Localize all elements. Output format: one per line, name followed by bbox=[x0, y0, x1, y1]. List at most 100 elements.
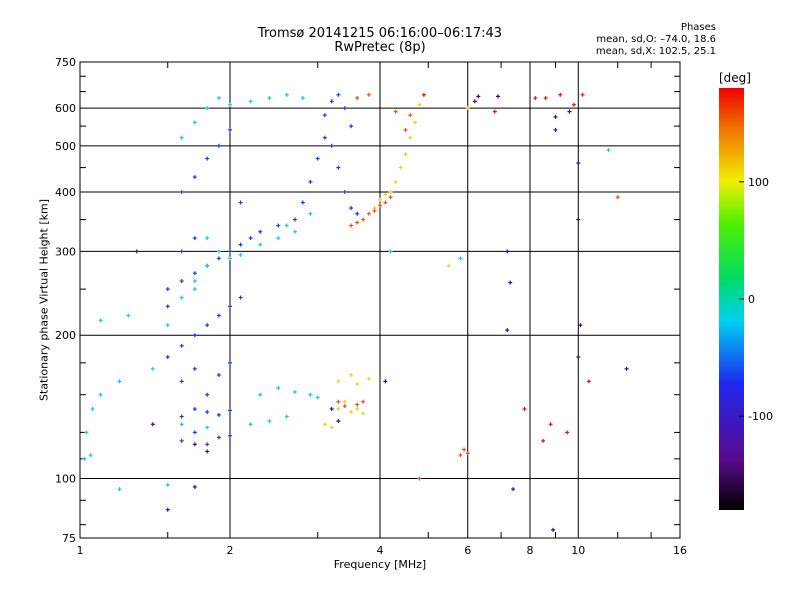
data-point bbox=[248, 422, 253, 427]
data-point bbox=[349, 223, 354, 228]
data-point bbox=[349, 373, 354, 378]
data-point bbox=[388, 195, 393, 200]
data-point bbox=[117, 379, 122, 384]
data-point bbox=[238, 295, 243, 300]
data-point bbox=[179, 295, 184, 300]
data-point bbox=[205, 156, 210, 161]
data-point bbox=[543, 96, 548, 101]
data-point bbox=[378, 197, 382, 202]
data-point bbox=[615, 195, 620, 200]
data-point bbox=[205, 106, 210, 111]
x-tick-label: 2 bbox=[227, 544, 234, 557]
stats-title: Phases bbox=[680, 22, 716, 33]
data-point bbox=[216, 412, 221, 417]
data-point bbox=[511, 487, 516, 492]
data-point bbox=[308, 392, 313, 397]
data-point bbox=[355, 406, 360, 411]
data-point bbox=[192, 442, 197, 447]
data-point bbox=[228, 102, 232, 107]
data-point bbox=[533, 96, 538, 101]
data-point bbox=[322, 422, 327, 427]
data-point bbox=[458, 453, 463, 458]
data-point bbox=[284, 92, 289, 97]
data-point bbox=[179, 189, 184, 194]
data-point bbox=[541, 438, 546, 443]
data-point bbox=[336, 92, 341, 97]
data-point bbox=[117, 487, 122, 492]
data-point bbox=[205, 409, 210, 414]
data-point bbox=[165, 355, 170, 360]
data-point bbox=[476, 94, 481, 99]
colorbar-ticks: 100 0 -100 bbox=[739, 176, 773, 423]
data-point bbox=[205, 323, 210, 328]
data-point bbox=[192, 120, 197, 125]
data-point bbox=[578, 323, 583, 328]
data-point bbox=[284, 223, 289, 228]
data-point bbox=[165, 287, 170, 292]
y-tick-label: 300 bbox=[55, 245, 76, 258]
data-point bbox=[508, 280, 513, 285]
data-point bbox=[495, 94, 500, 99]
data-point bbox=[192, 366, 197, 371]
data-point bbox=[228, 256, 232, 261]
data-point bbox=[558, 92, 563, 97]
data-point bbox=[179, 279, 184, 284]
data-point bbox=[446, 263, 451, 268]
data-point bbox=[465, 106, 470, 111]
data-point bbox=[192, 279, 197, 284]
data-point bbox=[238, 242, 243, 247]
data-point bbox=[165, 304, 170, 309]
data-point bbox=[216, 249, 221, 254]
data-point bbox=[258, 392, 263, 397]
stats-o-line: mean, sd,O: –74.0, 18.6 bbox=[596, 34, 716, 45]
data-point bbox=[336, 419, 341, 424]
data-point bbox=[355, 96, 360, 101]
data-point bbox=[522, 406, 527, 411]
chart-title: Tromsø 20141215 06:16:00–06:17:43 bbox=[257, 26, 503, 41]
data-point bbox=[349, 409, 354, 414]
data-point bbox=[179, 414, 184, 419]
data-point bbox=[216, 96, 221, 101]
y-tick-label: 750 bbox=[55, 56, 76, 69]
data-point bbox=[398, 165, 403, 170]
data-point bbox=[565, 430, 570, 435]
x-tick-labels: 1 2 4 6 8 10 16 bbox=[77, 544, 688, 557]
data-point bbox=[258, 242, 263, 247]
data-point bbox=[458, 256, 463, 261]
data-point bbox=[336, 165, 341, 170]
data-point bbox=[292, 217, 297, 222]
data-point bbox=[383, 200, 388, 205]
data-point bbox=[586, 379, 591, 384]
data-point bbox=[205, 425, 210, 430]
y-tick-label: 200 bbox=[55, 329, 76, 342]
data-point bbox=[84, 430, 89, 435]
chart-subtitle: RwPretec (8p) bbox=[334, 40, 426, 55]
data-point bbox=[276, 236, 281, 241]
data-point bbox=[165, 507, 170, 512]
data-point bbox=[179, 135, 184, 140]
grid bbox=[80, 62, 680, 538]
data-point bbox=[349, 206, 354, 211]
data-point bbox=[412, 120, 417, 125]
data-point bbox=[192, 271, 197, 276]
data-point bbox=[205, 392, 210, 397]
data-point bbox=[165, 323, 170, 328]
data-point bbox=[553, 127, 558, 132]
colorbar-tick-label: -100 bbox=[748, 410, 773, 423]
data-point bbox=[355, 220, 360, 225]
data-point bbox=[238, 252, 243, 257]
y-tick-labels: 75 100 200 300 400 500 600 750 bbox=[55, 56, 76, 545]
data-point bbox=[388, 249, 393, 254]
data-point bbox=[179, 343, 184, 348]
data-point bbox=[179, 379, 184, 384]
data-point bbox=[315, 395, 320, 400]
data-point bbox=[393, 179, 398, 184]
data-point bbox=[366, 92, 371, 97]
y-tick-label: 75 bbox=[62, 532, 76, 545]
data-point bbox=[378, 203, 382, 208]
data-point bbox=[336, 379, 341, 384]
data-point bbox=[205, 449, 210, 454]
data-point bbox=[267, 96, 272, 101]
data-point bbox=[284, 414, 289, 419]
